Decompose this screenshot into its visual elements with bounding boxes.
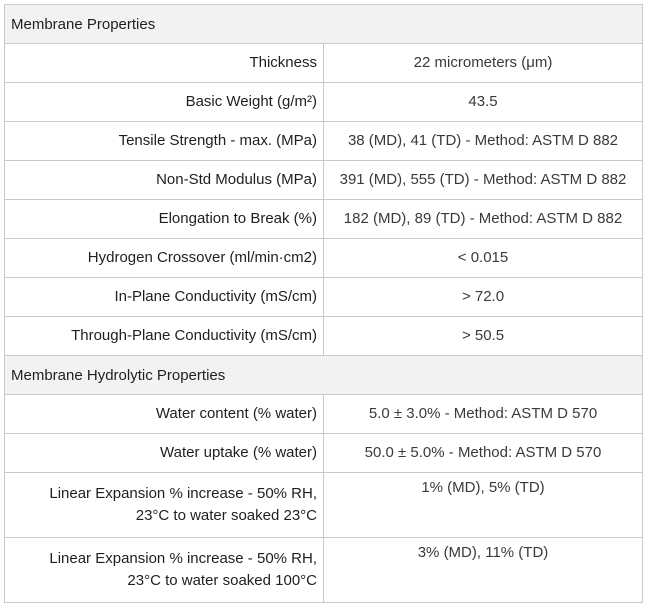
property-value: 22 micrometers (μm) <box>323 43 643 83</box>
table-row: Linear Expansion % increase - 50% RH, 23… <box>4 472 643 538</box>
property-label: Elongation to Break (%) <box>4 199 324 239</box>
property-value: 38 (MD), 41 (TD) - Method: ASTM D 882 <box>323 121 643 161</box>
property-value: > 72.0 <box>323 277 643 317</box>
property-label-line: 23°C to water soaked 23°C <box>135 507 317 524</box>
property-label: In-Plane Conductivity (mS/cm) <box>4 277 324 317</box>
property-value: 391 (MD), 555 (TD) - Method: ASTM D 882 <box>323 160 643 200</box>
table-row: Linear Expansion % increase - 50% RH, 23… <box>4 537 643 603</box>
property-value: 1% (MD), 5% (TD) <box>323 472 643 538</box>
property-value: > 50.5 <box>323 316 643 356</box>
property-label-line: 23°C to water soaked 100°C <box>127 572 317 589</box>
section-header-membrane-properties: Membrane Properties <box>4 4 643 44</box>
table-row: Non-Std Modulus (MPa) 391 (MD), 555 (TD)… <box>4 160 643 200</box>
table-row: Hydrogen Crossover (ml/min·cm2) < 0.015 <box>4 238 643 278</box>
property-value: 50.0 ± 5.0% - Method: ASTM D 570 <box>323 433 643 473</box>
section-header-hydrolytic-properties: Membrane Hydrolytic Properties <box>4 355 643 395</box>
property-label: Water content (% water) <box>4 394 324 434</box>
property-label-line: Linear Expansion % increase - 50% RH, <box>49 550 317 567</box>
property-label: Hydrogen Crossover (ml/min·cm2) <box>4 238 324 278</box>
property-label: Linear Expansion % increase - 50% RH, 23… <box>4 537 324 603</box>
property-label-line: Linear Expansion % increase - 50% RH, <box>49 485 317 502</box>
section-title: Membrane Hydrolytic Properties <box>4 355 643 395</box>
table-row: In-Plane Conductivity (mS/cm) > 72.0 <box>4 277 643 317</box>
properties-table: Membrane Properties Thickness 22 microme… <box>4 4 643 603</box>
table-row: Water uptake (% water) 50.0 ± 5.0% - Met… <box>4 433 643 473</box>
property-value: 43.5 <box>323 82 643 122</box>
property-value: < 0.015 <box>323 238 643 278</box>
table-row: Through-Plane Conductivity (mS/cm) > 50.… <box>4 316 643 356</box>
property-label: Basic Weight (g/m²) <box>4 82 324 122</box>
property-value: 3% (MD), 11% (TD) <box>323 537 643 603</box>
table-row: Tensile Strength - max. (MPa) 38 (MD), 4… <box>4 121 643 161</box>
property-label: Tensile Strength - max. (MPa) <box>4 121 324 161</box>
table-row: Thickness 22 micrometers (μm) <box>4 43 643 83</box>
property-label: Thickness <box>4 43 324 83</box>
table-row: Water content (% water) 5.0 ± 3.0% - Met… <box>4 394 643 434</box>
properties-table-container: Membrane Properties Thickness 22 microme… <box>4 4 643 603</box>
property-value: 182 (MD), 89 (TD) - Method: ASTM D 882 <box>323 199 643 239</box>
property-label: Water uptake (% water) <box>4 433 324 473</box>
property-label: Through-Plane Conductivity (mS/cm) <box>4 316 324 356</box>
table-row: Elongation to Break (%) 182 (MD), 89 (TD… <box>4 199 643 239</box>
property-value: 5.0 ± 3.0% - Method: ASTM D 570 <box>323 394 643 434</box>
property-label: Linear Expansion % increase - 50% RH, 23… <box>4 472 324 538</box>
property-label: Non-Std Modulus (MPa) <box>4 160 324 200</box>
section-title: Membrane Properties <box>4 4 643 44</box>
table-row: Basic Weight (g/m²) 43.5 <box>4 82 643 122</box>
